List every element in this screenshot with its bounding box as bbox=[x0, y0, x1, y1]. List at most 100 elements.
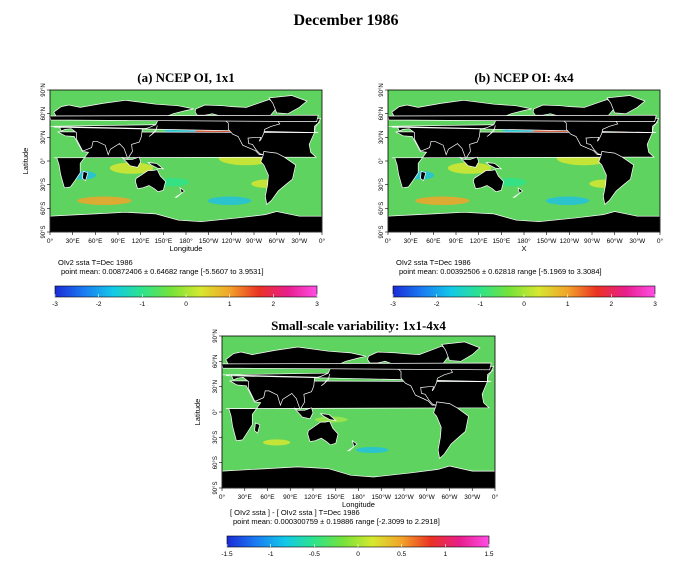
anomaly-patch bbox=[186, 124, 241, 142]
land-mass bbox=[293, 407, 314, 420]
anomaly-patch bbox=[186, 143, 252, 156]
anomaly-patch bbox=[443, 424, 465, 431]
anomaly-patch bbox=[524, 143, 590, 156]
x-tick-label: 60°E bbox=[426, 237, 441, 245]
x-tick-label: 90°W bbox=[246, 237, 263, 245]
y-tick-label: 30°N bbox=[213, 380, 219, 393]
x-tick-label: 90°E bbox=[283, 493, 298, 501]
anomaly-patch bbox=[424, 364, 446, 374]
x-tick-label: 150°E bbox=[154, 237, 172, 245]
land-mass bbox=[222, 465, 495, 488]
y-axis-label: Latitude bbox=[21, 148, 30, 175]
anomaly-patch bbox=[447, 162, 492, 174]
panel-title: Small-scale variability: 1x1-4x4 bbox=[271, 318, 446, 333]
x-tick-label: 90°E bbox=[449, 237, 464, 245]
colorbar-tick-label: -0.5 bbox=[309, 551, 321, 558]
land-mass bbox=[225, 346, 495, 411]
y-tick-label: 90°N bbox=[213, 329, 219, 342]
land-mass bbox=[441, 341, 481, 362]
x-tick-label: 0° bbox=[219, 493, 226, 501]
x-tick-label: 180° bbox=[517, 237, 531, 245]
land-mass bbox=[486, 125, 496, 137]
anomaly-patch bbox=[355, 446, 389, 454]
y-tick-label: 90°N bbox=[41, 83, 47, 96]
y-tick-label: 0° bbox=[41, 158, 47, 164]
x-tick-label: 30°E bbox=[404, 237, 419, 245]
land-mass bbox=[346, 439, 358, 452]
land-mass bbox=[391, 99, 660, 160]
x-tick-label: 30°W bbox=[629, 237, 646, 245]
land-mass bbox=[433, 401, 469, 460]
x-tick-label: 150°W bbox=[371, 493, 391, 501]
land-mass bbox=[388, 121, 658, 133]
colorbar-tick-label: -2 bbox=[96, 301, 102, 308]
x-tick-label: 120°W bbox=[222, 237, 242, 245]
anomaly-patch bbox=[556, 151, 612, 166]
land-mass bbox=[50, 114, 319, 122]
x-tick-label: 30°W bbox=[464, 493, 481, 501]
colorbar-tick-label: -1 bbox=[477, 301, 483, 308]
x-tick-label: 150°E bbox=[492, 237, 510, 245]
x-tick-label: 30°E bbox=[238, 493, 253, 501]
land-mass bbox=[148, 125, 158, 137]
land-mass bbox=[194, 99, 281, 156]
y-tick-label: 90°S bbox=[379, 225, 385, 238]
land-mass bbox=[260, 151, 296, 206]
x-tick-label: 60°W bbox=[269, 237, 286, 245]
y-tick-label: 30°N bbox=[379, 131, 385, 144]
x-tick-label: 150°W bbox=[537, 237, 557, 245]
stats-line: point mean: 0.000300759 ± 0.19886 range … bbox=[233, 517, 440, 526]
anomaly-patch bbox=[131, 145, 159, 154]
land-mass bbox=[307, 420, 339, 446]
land-mass bbox=[391, 131, 655, 189]
land-mass bbox=[50, 121, 320, 133]
stats-line: point mean: 0.00392506 ± 0.62818 range [… bbox=[399, 267, 602, 276]
x-tick-label: 90°W bbox=[584, 237, 601, 245]
stats-line: point mean: 0.00872406 ± 0.64682 range [… bbox=[61, 267, 264, 276]
x-tick-label: 30°E bbox=[66, 237, 81, 245]
colorbar-tick-label: 1 bbox=[444, 551, 448, 558]
y-tick-label: 90°S bbox=[41, 225, 47, 238]
ocean-field bbox=[50, 90, 322, 232]
anomaly-patch bbox=[251, 179, 284, 188]
anomaly-patch bbox=[69, 170, 97, 180]
map-frame bbox=[221, 335, 496, 489]
x-axis-label: X bbox=[521, 244, 526, 253]
x-tick-label: 30°W bbox=[291, 237, 308, 245]
info-line: OIv2 ssta T=Dec 1986 bbox=[396, 258, 471, 267]
colorbar-tick-label: -1 bbox=[268, 551, 274, 558]
colorbar-tick-label: 0 bbox=[522, 301, 526, 308]
anomaly-patch bbox=[262, 439, 291, 446]
x-tick-label: 0° bbox=[492, 493, 499, 501]
colorbar-tick-label: -2 bbox=[434, 301, 440, 308]
y-tick-label: 0° bbox=[213, 409, 219, 415]
anomaly-patch bbox=[314, 416, 348, 423]
colorbar-tick-label: 3 bbox=[315, 301, 319, 308]
anomaly-patch bbox=[77, 196, 132, 206]
x-tick-label: 120°E bbox=[132, 237, 150, 245]
anomaly-patch bbox=[377, 381, 405, 388]
anomaly-patch bbox=[109, 162, 154, 174]
x-axis-label: Longitude bbox=[170, 244, 203, 253]
y-tick-label: 0° bbox=[379, 158, 385, 164]
colorbar-tick-label: -1 bbox=[139, 301, 145, 308]
land-mass bbox=[532, 99, 619, 156]
anomaly-patch bbox=[407, 170, 435, 180]
colorbar-tick-label: 0 bbox=[184, 301, 188, 308]
colorbar-tick-label: 1.5 bbox=[484, 551, 493, 558]
land-mass bbox=[512, 186, 524, 198]
y-tick-label: 30°S bbox=[213, 431, 219, 444]
colorbar-tick-label: 1 bbox=[566, 301, 570, 308]
anomaly-patch bbox=[164, 125, 197, 135]
x-tick-label: 120°W bbox=[394, 493, 414, 501]
x-tick-label: 60°E bbox=[260, 493, 275, 501]
land-mass bbox=[606, 95, 646, 115]
anomaly-patch bbox=[218, 151, 274, 166]
anomaly-patch bbox=[207, 196, 252, 206]
land-mass bbox=[53, 99, 322, 160]
x-tick-label: 180° bbox=[179, 237, 193, 245]
panel-title: (a) NCEP OI, 1x1 bbox=[137, 70, 235, 85]
x-tick-label: 60°W bbox=[607, 237, 624, 245]
y-tick-label: 60°N bbox=[379, 107, 385, 120]
land-mass bbox=[473, 169, 504, 193]
